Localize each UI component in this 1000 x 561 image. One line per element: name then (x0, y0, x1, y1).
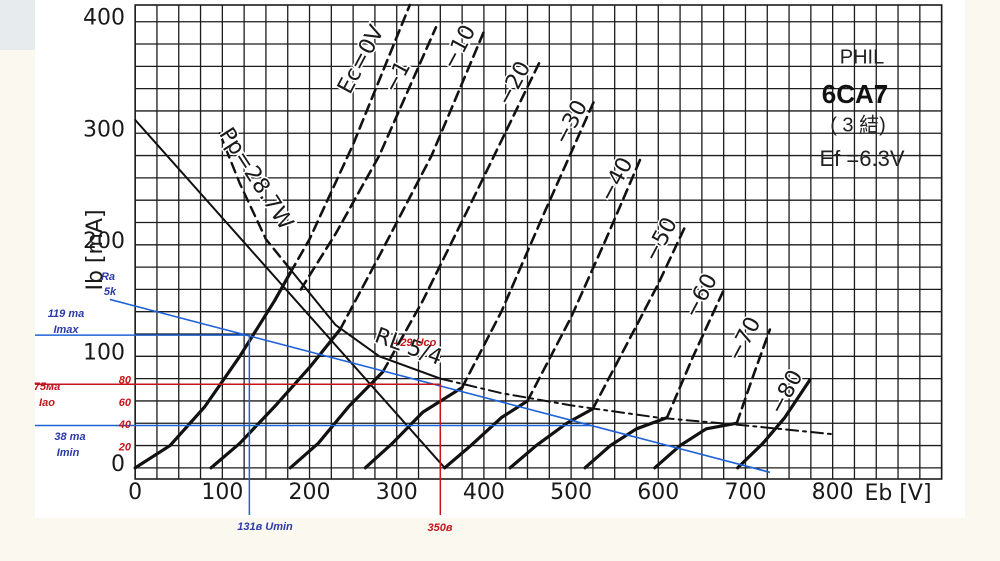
x-tick-label: 500 (550, 480, 592, 505)
x-tick-label: 800 (812, 480, 854, 505)
y-tick-label: 400 (83, 6, 125, 31)
annotation: - 29 Uco (394, 337, 437, 349)
x-tick-label: 700 (724, 480, 766, 505)
annotation: Imin (57, 447, 80, 459)
curve (134, 118, 446, 469)
annotation: Ra (101, 271, 115, 283)
x-tick-label: 100 (201, 480, 243, 505)
curve (460, 98, 596, 389)
header-tube: 6CA7 (822, 79, 888, 109)
curve (665, 286, 726, 419)
annotation: 5k (104, 286, 117, 298)
curve (381, 60, 542, 374)
grid: 0 100 200 300 400 500 600 700 800 0 100 200 300 400 (83, 4, 943, 505)
side-panel (0, 0, 35, 50)
y-tick-label: 100 (83, 340, 125, 365)
x-tick-label: 400 (463, 480, 505, 505)
curve (653, 421, 739, 470)
curve (736, 378, 812, 470)
y-tick-label: 300 (83, 117, 125, 142)
red-tick-label: 60 (119, 397, 132, 409)
curve (439, 377, 836, 436)
y-tick-label: 200 (83, 229, 125, 254)
red-tick-label: 20 (118, 441, 132, 453)
scan-area (35, 0, 965, 518)
curve (299, 26, 438, 291)
curve (363, 385, 464, 470)
curve (583, 416, 669, 470)
curve (289, 3, 412, 274)
y-tick-label: 0 (111, 452, 125, 477)
curve (338, 28, 487, 331)
curve (526, 158, 642, 403)
annotation: 119 ma (48, 308, 85, 320)
annotation: 38 ma (54, 431, 85, 443)
header-brand: PHIL (840, 46, 884, 68)
x-tick-label: 200 (289, 480, 331, 505)
header-heater: Ef =6.3V (819, 146, 904, 171)
curve (591, 226, 686, 411)
x-tick-label: 0 (128, 480, 142, 505)
curve (735, 328, 772, 425)
header-mode: ( 3 結) (830, 113, 886, 136)
annotation: Imax (53, 324, 79, 336)
y-axis-label: Ib [mA] (83, 209, 108, 290)
curve (289, 268, 442, 380)
red-tick-label: 80 (119, 375, 132, 387)
plot-frame (134, 4, 943, 480)
annotation: Iao (39, 397, 55, 409)
curve (218, 132, 292, 271)
annotation: 75ма (34, 381, 61, 393)
x-tick-label: 300 (376, 480, 418, 505)
annotation: 350в (428, 522, 453, 534)
x-axis-label: Eb [V] (864, 481, 931, 506)
red-tick-label: 40 (118, 419, 132, 431)
annotation: 131в Umin (237, 521, 293, 533)
x-tick-label: 600 (637, 480, 679, 505)
curve (508, 407, 595, 470)
curve (133, 271, 292, 470)
annotations: 80 60 40 20 Ra 5k 119 ma Imax 75ма Iao 38 ma Imin 13… (34, 271, 771, 534)
curve (443, 399, 530, 470)
